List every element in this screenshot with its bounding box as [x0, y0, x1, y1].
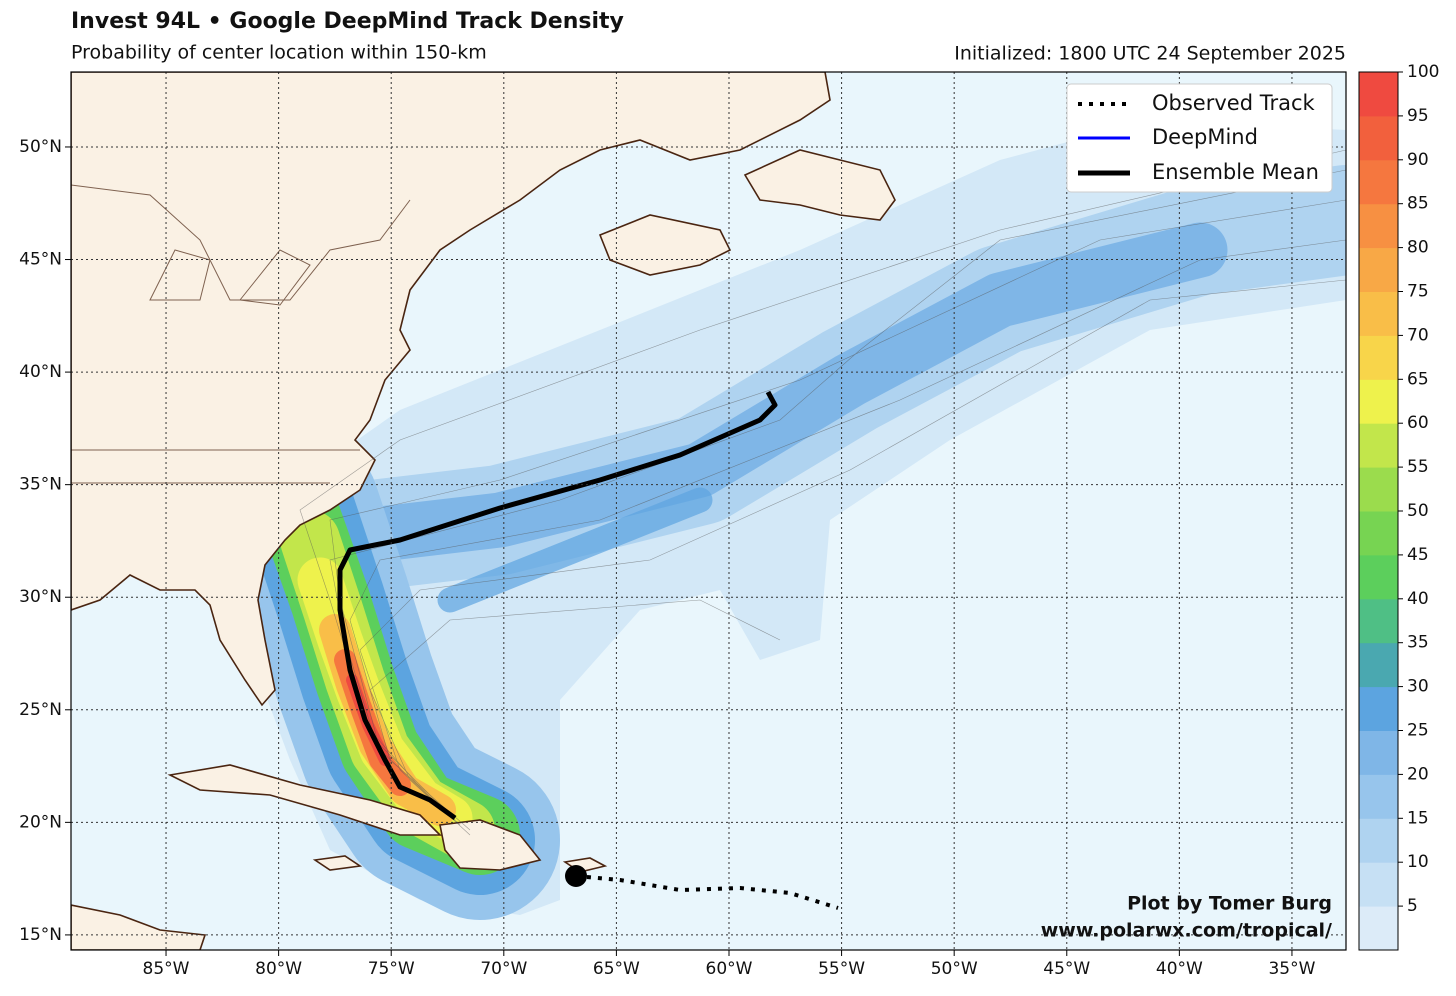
- subtitle: Probability of center location within 15…: [71, 42, 487, 64]
- colorbar-band: [1359, 467, 1398, 512]
- colorbar-label: 25: [1407, 721, 1429, 741]
- colorbar-band: [1359, 72, 1398, 117]
- lon-label: 40°W: [1156, 959, 1203, 979]
- colorbar-band: [1359, 379, 1398, 424]
- colorbar-band: [1359, 818, 1398, 863]
- grid: [71, 72, 1346, 950]
- init-time: Initialized: 1800 UTC 24 September 2025: [954, 43, 1346, 65]
- colorbar-label: 45: [1407, 545, 1429, 565]
- colorbar-label: 90: [1407, 150, 1429, 170]
- colorbar-band: [1359, 642, 1398, 688]
- land: [71, 72, 896, 950]
- observed-track: [575, 874, 839, 910]
- title: Invest 94L • Google DeepMind Track Densi…: [71, 9, 624, 34]
- lon-label: 85°W: [143, 959, 190, 979]
- colorbar-band: [1359, 862, 1398, 907]
- credit-url: www.polarwx.com/tropical/: [1041, 920, 1332, 942]
- lon-label: 50°W: [931, 959, 978, 979]
- legend-box: [1066, 83, 1333, 193]
- colorbar-label: 80: [1407, 238, 1429, 258]
- colorbar-label: 95: [1407, 106, 1429, 126]
- colorbar-label: 65: [1407, 369, 1429, 389]
- legend-label: Observed Track: [1152, 91, 1315, 115]
- current-position: [565, 865, 587, 887]
- colorbar-label: 60: [1407, 413, 1429, 433]
- borders: [71, 184, 411, 484]
- legend-label: Ensemble Mean: [1152, 160, 1319, 184]
- colorbar-label: 15: [1407, 808, 1429, 828]
- colorbar-band: [1359, 686, 1398, 731]
- colorbar-band: [1359, 203, 1398, 249]
- colorbar-band: [1359, 554, 1398, 600]
- lat-label: 25°N: [19, 700, 62, 720]
- colorbar-label: 20: [1407, 764, 1429, 784]
- member-tracks: [299, 149, 1346, 836]
- colorbar-band: [1359, 906, 1398, 951]
- lat-label: 50°N: [19, 137, 62, 157]
- colorbar-band: [1359, 335, 1398, 380]
- credit: Plot by Tomer Burg: [1127, 893, 1332, 915]
- colorbar-band: [1359, 291, 1398, 336]
- lat-label: 15°N: [19, 925, 62, 945]
- colorbar-label: 55: [1407, 457, 1429, 477]
- colorbar-label: 10: [1407, 852, 1429, 872]
- colorbar-label: 30: [1407, 677, 1429, 697]
- ensemble-mean-track: [337, 390, 778, 821]
- colorbar-label: 75: [1407, 282, 1429, 302]
- colorbar-band: [1359, 423, 1398, 468]
- colorbar-label: 35: [1407, 633, 1429, 653]
- colorbar-label: 40: [1407, 589, 1429, 609]
- colorbar: 5 10 15 20 25 30 35 40 45 50 55 60 65 70 75 80 85 90 95 100: [1358, 62, 1439, 951]
- colorbar-label: 100: [1407, 62, 1439, 82]
- colorbar-band: [1359, 511, 1398, 556]
- lat-label: 20°N: [19, 812, 62, 832]
- colorbar-label: 50: [1407, 501, 1429, 521]
- lon-label: 65°W: [593, 959, 640, 979]
- colorbar-band: [1359, 774, 1398, 819]
- lat-label: 40°N: [19, 362, 62, 382]
- lat-label: 45°N: [19, 250, 62, 270]
- lon-label: 35°W: [1268, 959, 1315, 979]
- lon-label: 75°W: [368, 959, 415, 979]
- lat-label: 30°N: [19, 587, 62, 607]
- lon-label: 45°W: [1043, 959, 1090, 979]
- map-frame: [70, 71, 1347, 951]
- lon-label: 70°W: [480, 959, 527, 979]
- lon-label: 80°W: [255, 959, 302, 979]
- lon-label: 60°W: [706, 959, 753, 979]
- colorbar-band: [1359, 159, 1398, 205]
- colorbar-band: [1359, 247, 1398, 292]
- colorbar-band: [1359, 730, 1398, 775]
- map: [71, 72, 1346, 950]
- colorbar-label: 5: [1407, 896, 1418, 916]
- lat-label: 35°N: [19, 475, 62, 495]
- legend-label: DeepMind: [1152, 125, 1258, 149]
- lon-label: 55°W: [818, 959, 865, 979]
- colorbar-band: [1359, 598, 1398, 644]
- colorbar-band: [1359, 115, 1398, 161]
- legend: Observed Track DeepMind Ensemble Mean: [1066, 83, 1333, 193]
- colorbar-label: 85: [1407, 194, 1429, 214]
- colorbar-label: 70: [1407, 325, 1429, 345]
